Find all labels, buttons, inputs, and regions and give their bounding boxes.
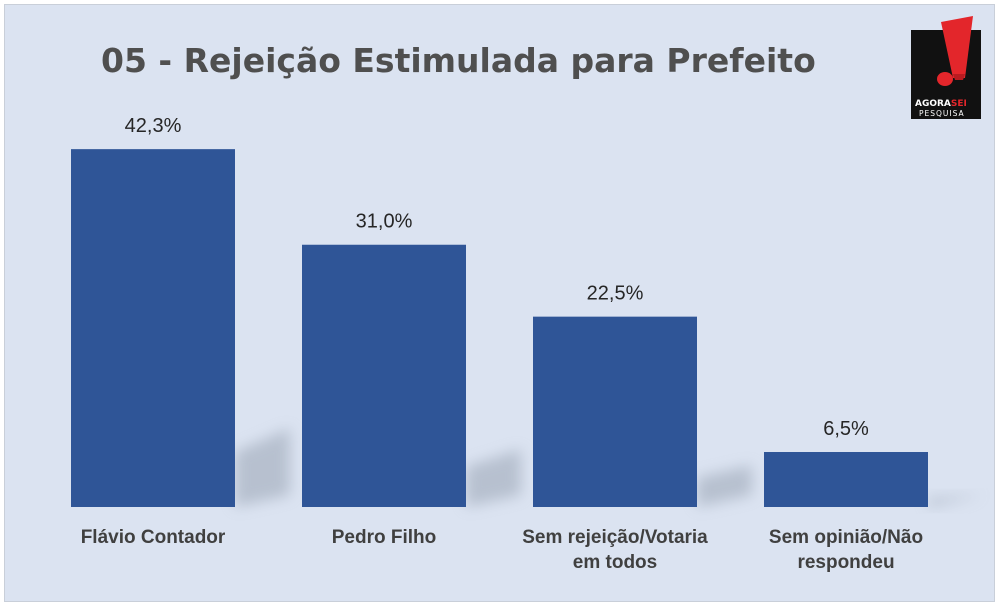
bar-shadow: [235, 428, 290, 507]
category-label-line: Sem rejeição/Votaria: [522, 527, 708, 548]
bar: [533, 316, 697, 507]
category-label: Sem rejeição/Votaria em todos: [515, 525, 715, 575]
svg-text:PESQUISA: PESQUISA: [919, 109, 965, 118]
category-label-line: Flávio Contador: [80, 527, 226, 548]
chart-frame: 05 - Rejeição Estimulada para Prefeito A…: [4, 4, 995, 602]
category-label-line: respondeu: [797, 552, 895, 573]
bar-shadow: [466, 449, 521, 507]
svg-text:AGORASEI: AGORASEI: [915, 99, 967, 109]
bar: [71, 149, 235, 507]
category-label-line: em todos: [572, 552, 658, 573]
category-label-line: Sem opinião/Não: [768, 527, 924, 548]
category-label: Pedro Filho: [284, 525, 484, 550]
agorasei-logo: AGORASEI PESQUISA: [911, 16, 981, 119]
bar: [764, 452, 928, 507]
data-label: 22,5%: [587, 283, 644, 305]
bar: [302, 244, 466, 508]
bar-plot-area: 42,3% 31,0% 22,5% 6,5%: [71, 115, 983, 508]
data-label: 42,3%: [125, 115, 182, 137]
category-label: Sem opinião/Não respondeu: [746, 525, 946, 575]
bar-shadow: [697, 465, 752, 507]
bar-shadow: [928, 494, 983, 507]
category-label-line: Pedro Filho: [331, 527, 437, 548]
data-label: 6,5%: [823, 418, 869, 440]
chart-title: 05 - Rejeição Estimulada para Prefeito: [101, 41, 816, 80]
data-label: 31,0%: [356, 211, 413, 233]
category-label: Flávio Contador: [53, 525, 253, 550]
